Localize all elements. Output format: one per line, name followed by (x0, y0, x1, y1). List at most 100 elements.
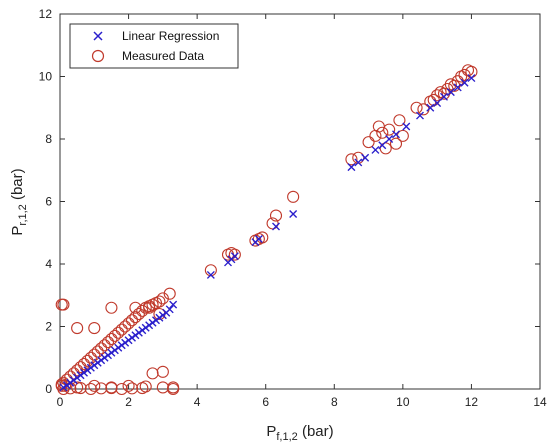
y-axis-ticks: 0 2 4 6 8 10 12 (39, 7, 540, 396)
measured-data-point (74, 361, 87, 374)
regression-point (169, 300, 178, 309)
x-tick-label: 2 (125, 395, 132, 409)
measured-data-point (98, 339, 111, 352)
measured-data-point (115, 382, 128, 396)
y-tick-label: 2 (45, 320, 52, 334)
regression-point (392, 130, 400, 139)
measured-data-point (228, 248, 241, 261)
regression-point (371, 145, 380, 154)
regression-point (347, 163, 356, 172)
y-tick-label: 12 (39, 7, 53, 21)
regression-point (426, 103, 435, 112)
measured-data-point (132, 307, 145, 321)
x-tick-label: 0 (57, 395, 64, 409)
x-axis-title-sub: f,1,2 (276, 431, 297, 443)
x-tick-label: 10 (396, 395, 410, 409)
regression-point (165, 305, 174, 314)
series-measured-data (55, 64, 478, 396)
measured-data-point (84, 351, 97, 364)
measured-data-point (57, 382, 70, 396)
measured-data-point (269, 209, 283, 222)
regression-point (416, 111, 424, 120)
x-axis-title-unit: (bar) (298, 423, 334, 440)
measured-data-point (74, 382, 87, 395)
x-tick-label: 4 (194, 395, 201, 409)
measured-data-point (125, 314, 139, 327)
measured-data-point (410, 101, 423, 114)
measured-data-point (122, 317, 135, 330)
measured-data-point (136, 304, 149, 317)
measured-data-point (95, 382, 108, 395)
series-layer (55, 64, 478, 396)
measured-data-point (95, 342, 108, 355)
y-tick-label: 6 (45, 195, 52, 209)
regression-point (402, 122, 411, 131)
legend-marker-linear-regression (93, 31, 103, 41)
measured-data-point (345, 153, 358, 166)
measured-data-point (156, 292, 169, 305)
measured-data-point (167, 382, 180, 396)
regression-point (254, 235, 263, 243)
measured-data-point (362, 136, 375, 149)
measured-data-point (136, 382, 149, 395)
measured-data-point (156, 365, 169, 378)
measured-data-point (389, 137, 403, 150)
measured-data-point (287, 190, 300, 203)
x-axis-title: Pf,1,2 (bar) (266, 423, 333, 443)
measured-data-point (129, 301, 142, 314)
measured-data-point (77, 357, 91, 371)
measured-data-point (81, 354, 94, 367)
y-tick-label: 8 (45, 132, 52, 146)
series-linear-regression (59, 74, 476, 392)
regression-point (433, 99, 442, 108)
regression-point (385, 135, 394, 143)
measured-data-point (71, 322, 84, 335)
regression-point (453, 83, 462, 92)
measured-data-point (393, 114, 406, 127)
legend-label-measured-data: Measured Data (122, 49, 204, 63)
measured-data-point (88, 322, 101, 335)
measured-data-point (88, 379, 101, 392)
measured-data-point (57, 298, 70, 311)
regression-point (354, 158, 363, 167)
legend-box (69, 23, 239, 69)
x-tick-label: 6 (262, 395, 269, 409)
measured-data-point (84, 382, 97, 396)
measured-data-point (129, 311, 142, 324)
legend-marker-measured-data (91, 49, 105, 63)
regression-point (230, 252, 239, 261)
measured-data-point (108, 329, 121, 342)
regression-point (460, 78, 469, 87)
regression-point (440, 92, 448, 101)
measured-data-point (115, 323, 128, 336)
measured-data-point (376, 126, 389, 139)
y-axis-title-unit: (bar) (9, 168, 26, 204)
measured-data-point (122, 379, 135, 392)
regression-point (467, 74, 476, 83)
measured-data-point (105, 301, 118, 314)
x-tick-label: 14 (533, 395, 547, 409)
measured-data-point (153, 295, 166, 308)
measured-data-point (427, 93, 440, 106)
x-tick-label: 8 (331, 395, 338, 409)
legend: Linear Regression Measured Data (69, 23, 239, 69)
y-tick-label: 10 (39, 70, 53, 84)
measured-data-point (119, 320, 132, 333)
x-tick-label: 12 (465, 395, 479, 409)
x-axis-title-main: P (266, 423, 276, 440)
legend-label-linear-regression: Linear Regression (122, 29, 219, 43)
measured-data-point (71, 364, 84, 377)
regression-point (272, 222, 280, 231)
regression-point (206, 270, 215, 279)
measured-data-point (383, 123, 396, 136)
regression-point (446, 88, 455, 97)
measured-data-point (112, 326, 125, 339)
measured-data-point (163, 287, 176, 300)
measured-data-point (105, 332, 118, 346)
measured-data-point (143, 301, 156, 314)
regression-point (378, 141, 387, 150)
measured-data-point (379, 142, 392, 155)
y-tick-label: 0 (45, 382, 52, 396)
x-axis-ticks: 0 2 4 6 8 10 12 14 (57, 14, 547, 409)
measured-data-point (266, 217, 279, 230)
